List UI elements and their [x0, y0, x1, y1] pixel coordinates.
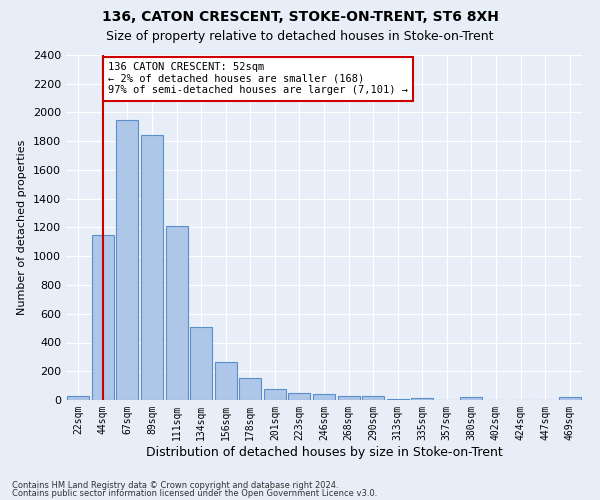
Text: 136 CATON CRESCENT: 52sqm
← 2% of detached houses are smaller (168)
97% of semi-: 136 CATON CRESCENT: 52sqm ← 2% of detach…: [108, 62, 408, 96]
Text: Size of property relative to detached houses in Stoke-on-Trent: Size of property relative to detached ho…: [106, 30, 494, 43]
Bar: [92, 234, 114, 400]
Text: Contains public sector information licensed under the Open Government Licence v3: Contains public sector information licen…: [12, 488, 377, 498]
Bar: [166, 226, 188, 400]
Bar: [264, 388, 286, 400]
Bar: [338, 396, 359, 400]
Bar: [411, 398, 433, 400]
Bar: [559, 397, 581, 400]
X-axis label: Distribution of detached houses by size in Stoke-on-Trent: Distribution of detached houses by size …: [146, 446, 502, 458]
Bar: [289, 393, 310, 400]
Bar: [67, 396, 89, 400]
Text: Contains HM Land Registry data © Crown copyright and database right 2024.: Contains HM Land Registry data © Crown c…: [12, 481, 338, 490]
Bar: [116, 120, 139, 400]
Bar: [460, 397, 482, 400]
Bar: [313, 394, 335, 400]
Bar: [190, 326, 212, 400]
Bar: [386, 398, 409, 400]
Y-axis label: Number of detached properties: Number of detached properties: [17, 140, 28, 315]
Bar: [362, 396, 384, 400]
Bar: [141, 136, 163, 400]
Bar: [215, 362, 237, 400]
Bar: [239, 378, 262, 400]
Text: 136, CATON CRESCENT, STOKE-ON-TRENT, ST6 8XH: 136, CATON CRESCENT, STOKE-ON-TRENT, ST6…: [101, 10, 499, 24]
